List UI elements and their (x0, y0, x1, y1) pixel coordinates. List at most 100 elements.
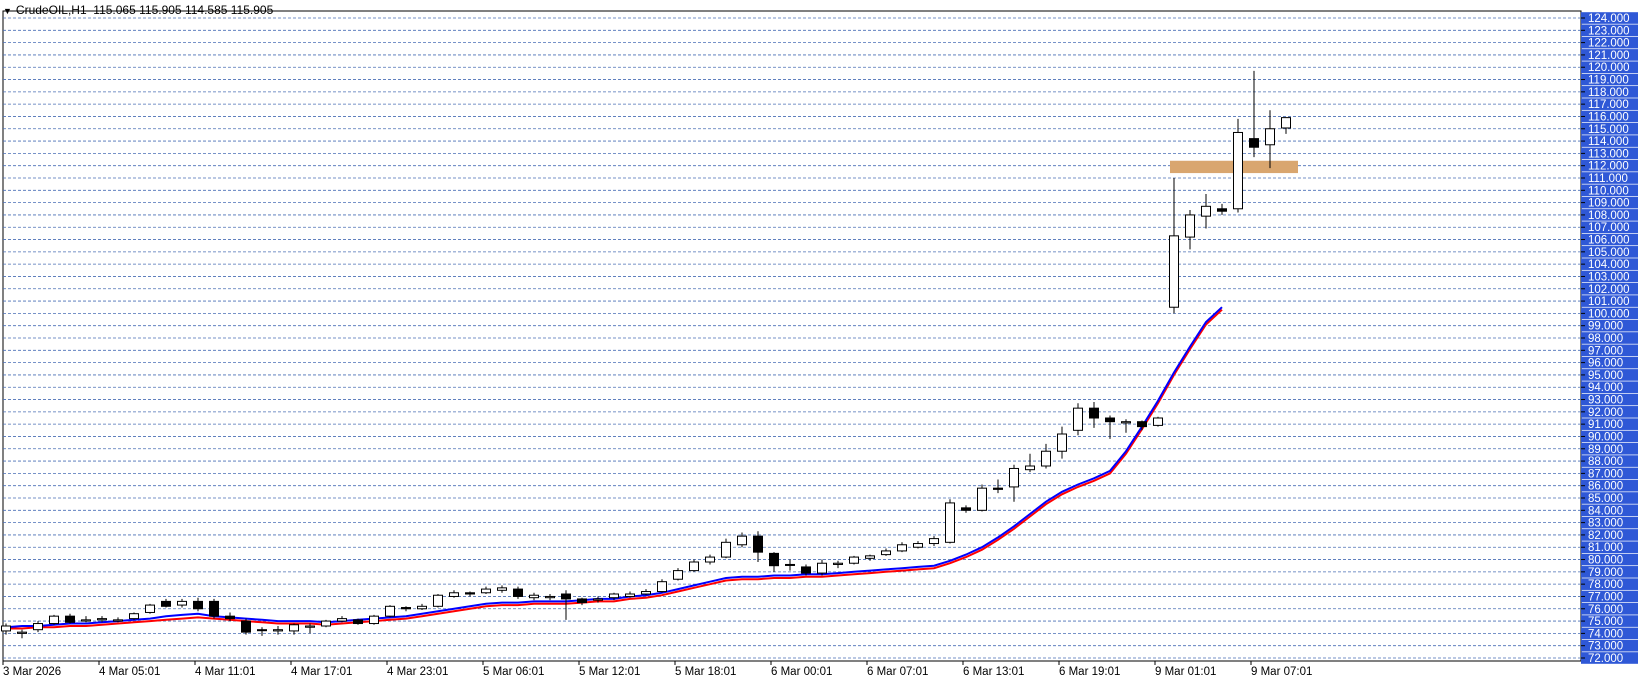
chart-header: ▼ CrudeOIL,H1 115.065 115.905 114.585 115… (3, 3, 273, 17)
candle-body (705, 556, 715, 563)
candle-body (1009, 467, 1019, 488)
candle-body (641, 591, 651, 595)
price-tick-label: 124.000 (1588, 13, 1630, 25)
price-tick-label: 96.000 (1588, 358, 1623, 370)
candle (161, 598, 171, 608)
candle (49, 614, 59, 625)
price-label-bg (1581, 479, 1638, 492)
candle (705, 554, 715, 565)
candle-body (321, 620, 331, 627)
candle (737, 532, 747, 548)
price-label-bg (1581, 307, 1638, 320)
price-tick-label: 115.000 (1588, 124, 1629, 136)
price-label-bg (1581, 344, 1638, 357)
price-label-bg (1581, 504, 1638, 517)
symbol-label: CrudeOIL,H1 (15, 3, 87, 17)
candle (1089, 402, 1099, 428)
candle (1153, 416, 1163, 427)
candle-body (481, 588, 491, 594)
candle-body (913, 543, 923, 548)
time-tick-label: 4 Mar 05:01 (99, 666, 160, 678)
price-tick-label: 90.000 (1588, 431, 1623, 443)
candle (113, 617, 123, 623)
time-axis[interactable]: 3 Mar 2026 4 Mar 05:01 4 Mar 11:01 4 Mar 17… (2, 661, 1312, 678)
candle (929, 536, 939, 546)
ma-slow-line (6, 308, 1223, 630)
candle (433, 594, 443, 608)
price-tick-label: 113.000 (1588, 148, 1629, 160)
price-tick-label: 85.000 (1588, 493, 1623, 505)
candle (129, 612, 139, 620)
price-label-bg (1581, 122, 1638, 135)
candle (65, 613, 75, 624)
time-tick-label: 3 Mar 2026 (3, 666, 61, 678)
candle (257, 627, 267, 636)
candle-body (1281, 117, 1291, 129)
candle-body (625, 593, 635, 597)
candle-body (753, 535, 763, 553)
candle (1137, 420, 1147, 431)
candle-body (929, 538, 939, 545)
price-tick-label: 120.000 (1588, 62, 1630, 74)
candle (401, 606, 411, 612)
candle-body (273, 629, 283, 632)
price-tick-label: 111.000 (1588, 173, 1628, 185)
time-tick-label: 6 Mar 13:01 (963, 666, 1024, 678)
price-tick-label: 74.000 (1588, 628, 1623, 640)
price-label-bg (1581, 98, 1638, 110)
candle-body (1105, 417, 1115, 423)
price-tick-label: 105.000 (1588, 247, 1630, 259)
candle (641, 589, 651, 596)
candle-body (513, 588, 523, 597)
candle-body (177, 600, 187, 606)
price-label-bg (1581, 393, 1638, 406)
time-tick-label: 4 Mar 17:01 (291, 666, 352, 678)
price-tick-label: 119.000 (1588, 75, 1629, 87)
price-tick-label: 93.000 (1588, 395, 1623, 407)
candles (1, 70, 1291, 639)
price-tick-label: 77.000 (1588, 591, 1623, 603)
candle (977, 484, 987, 512)
price-axis[interactable]: 124.000123.000122.000121.000120.000119.0… (1581, 12, 1638, 665)
price-tick-label: 87.000 (1588, 468, 1623, 480)
candle (689, 559, 699, 572)
candle-body (561, 593, 571, 600)
price-label-bg (1581, 578, 1638, 590)
candle-body (577, 598, 587, 604)
candle-body (1201, 205, 1211, 217)
price-label-bg (1581, 258, 1638, 270)
price-label-bg (1581, 590, 1638, 603)
candle (209, 598, 219, 619)
candle-body (337, 618, 347, 622)
candle-body (977, 487, 987, 511)
candle (369, 614, 379, 625)
time-tick-label: 5 Mar 18:01 (675, 666, 736, 678)
candle-body (257, 629, 267, 632)
price-label-bg (1581, 356, 1638, 369)
candle (609, 592, 619, 601)
candle-body (1121, 421, 1131, 424)
candle (321, 619, 331, 628)
candle (913, 541, 923, 549)
price-tick-label: 80.000 (1588, 555, 1623, 567)
time-tick-label: 9 Mar 07:01 (1251, 666, 1312, 678)
candle-body (609, 593, 619, 599)
price-label-bg (1581, 553, 1638, 566)
price-label-bg (1581, 172, 1638, 184)
candle-body (1233, 131, 1243, 210)
price-tick-label: 110.000 (1588, 185, 1629, 197)
price-tick-label: 108.000 (1588, 210, 1630, 222)
candle-body (1217, 208, 1227, 212)
candle (1233, 118, 1243, 213)
time-tick-label: 6 Mar 07:01 (867, 666, 928, 678)
candle (33, 621, 43, 633)
price-label-bg (1581, 332, 1638, 344)
candle-body (289, 624, 299, 632)
price-tick-label: 95.000 (1588, 370, 1623, 382)
candle-body (193, 600, 203, 610)
candle (177, 598, 187, 608)
price-tick-label: 84.000 (1588, 505, 1623, 517)
candle-body (1137, 421, 1147, 428)
candle (1, 623, 11, 635)
